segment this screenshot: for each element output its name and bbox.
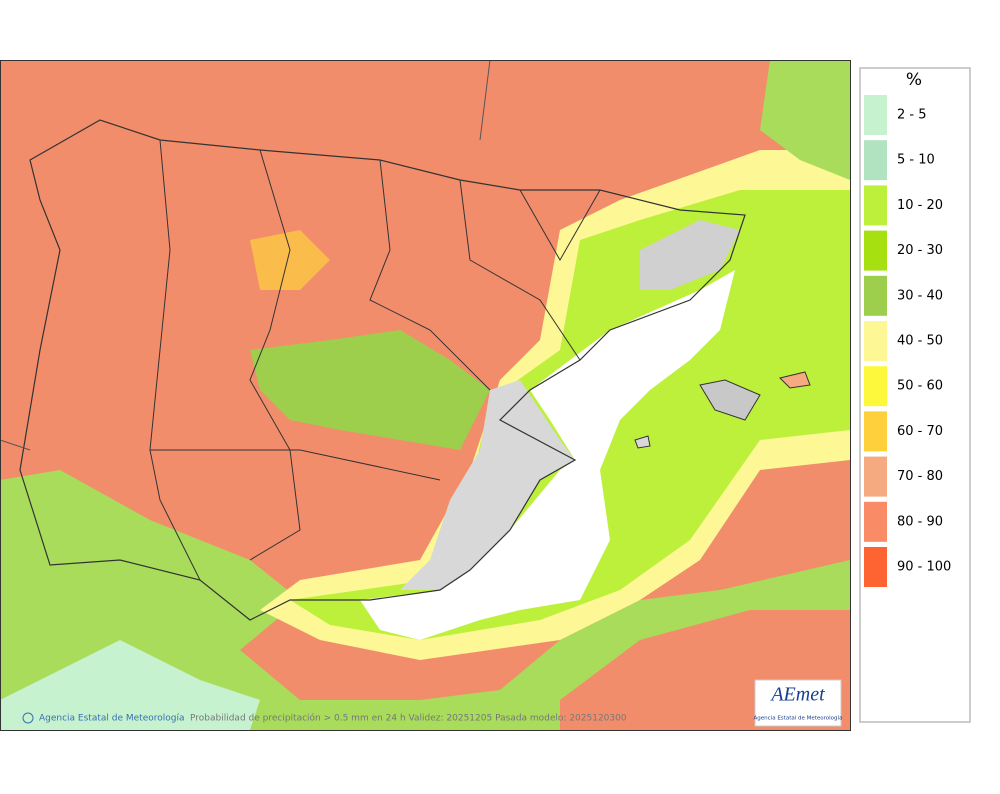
island [779, 371, 811, 389]
legend-swatch [864, 411, 887, 452]
borders [0, 60, 491, 451]
agency-credit: Agencia Estatal de Meteorología [39, 714, 185, 724]
legend-swatch [864, 547, 887, 587]
legend-label: 2 - 5 [897, 108, 927, 123]
legend-swatch [864, 95, 887, 135]
area-gray [400, 380, 575, 590]
map-frame [0, 60, 851, 731]
map-description: Probabilidad de precipitación > 0.5 mm e… [190, 713, 627, 724]
logo: AEmet [769, 684, 825, 706]
island [634, 435, 651, 449]
legend-label: 70 - 80 [897, 469, 943, 484]
legend-label: 90 - 100 [897, 560, 951, 575]
area-orange [250, 230, 330, 290]
legend-swatch [864, 140, 887, 181]
legend-label: 40 - 50 [897, 334, 943, 349]
area-gray-north [640, 220, 740, 290]
legend-swatch [864, 230, 887, 271]
logo-subtitle: Agencia Estatal de Meteorología [754, 715, 843, 722]
map [0, 60, 850, 730]
coastline [19, 119, 746, 621]
area-green-center [250, 330, 490, 450]
legend-title: % [906, 70, 922, 90]
logo-box [754, 679, 842, 727]
area-green-north [760, 60, 850, 180]
legend-swatch [864, 321, 887, 361]
legend-swatch [864, 275, 887, 316]
legend-label: 60 - 70 [897, 424, 943, 439]
area-mint [0, 640, 260, 730]
legend-swatch [864, 185, 887, 226]
legend-label: 20 - 30 [897, 243, 943, 258]
legend-swatch [864, 456, 887, 497]
legend-label: 50 - 60 [897, 379, 943, 394]
legend-label: 30 - 40 [897, 288, 943, 303]
legend-swatch [864, 366, 887, 407]
island [699, 379, 761, 421]
legend-swatch [864, 501, 887, 542]
copyright-icon [22, 712, 34, 724]
sea-area [360, 270, 735, 640]
legend-label: 10 - 20 [897, 198, 943, 213]
legend-label: 5 - 10 [897, 153, 935, 168]
borders [149, 139, 601, 581]
legend-label: 80 - 90 [897, 514, 943, 529]
